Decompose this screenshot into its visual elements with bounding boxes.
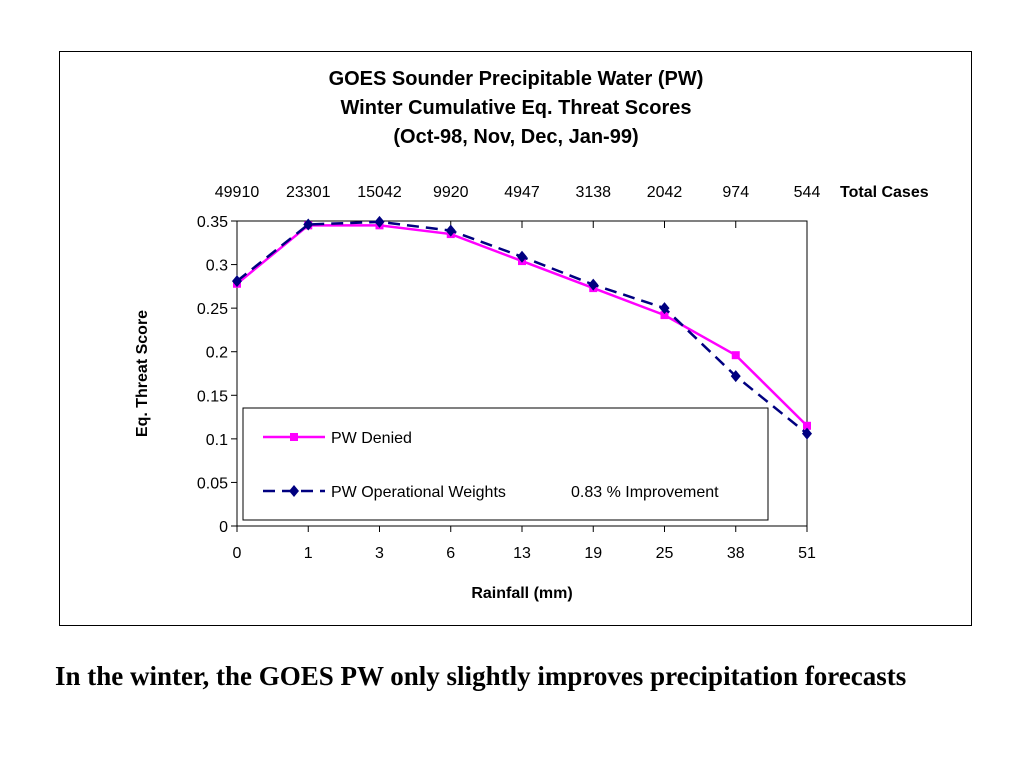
legend-marker xyxy=(289,485,299,497)
y-tick-label: 0.15 xyxy=(197,388,228,405)
top-axis-cases-label: 49910 xyxy=(215,184,260,201)
y-tick-label: 0 xyxy=(219,519,228,536)
top-axis-cases-label: 974 xyxy=(722,184,749,201)
legend-marker xyxy=(290,433,298,441)
chart-title-line: Winter Cumulative Eq. Threat Scores xyxy=(340,97,691,119)
x-tick-label: 0 xyxy=(233,545,242,562)
top-axis-cases-label: 544 xyxy=(794,184,821,201)
x-tick-label: 6 xyxy=(446,545,455,562)
pw-denied-point xyxy=(731,351,740,360)
y-axis-title: Eq. Threat Score xyxy=(134,310,151,437)
pw-operational-point xyxy=(730,370,741,383)
x-tick-label: 25 xyxy=(656,545,674,562)
x-tick-label: 3 xyxy=(375,545,384,562)
pw-operational-point xyxy=(374,215,385,228)
top-axis-cases-label: 3138 xyxy=(575,184,611,201)
legend-box xyxy=(242,407,769,521)
chart-title-line: (Oct-98, Nov, Dec, Jan-99) xyxy=(393,126,638,148)
pw-operational-point xyxy=(303,218,314,231)
top-axis-cases-label: 9920 xyxy=(433,184,469,201)
pw-operational-point xyxy=(659,302,670,315)
legend-label: PW Denied xyxy=(331,430,412,447)
y-tick-label: 0.05 xyxy=(197,475,228,492)
top-axis-cases-label: 23301 xyxy=(286,184,331,201)
pw-denied-point xyxy=(803,421,811,430)
legend-label: PW Operational Weights xyxy=(331,484,506,501)
x-tick-label: 13 xyxy=(513,545,531,562)
slide-caption: In the winter, the GOES PW only slightly… xyxy=(55,661,907,691)
chart-svg: GOES Sounder Precipitable Water (PW) Wint… xyxy=(134,68,929,602)
pw-denied-point xyxy=(660,311,669,320)
top-axis-cases-label: 15042 xyxy=(357,184,402,201)
x-tick-label: 1 xyxy=(304,545,313,562)
pw-operational-point xyxy=(802,427,812,440)
x-tick-label: 38 xyxy=(727,545,745,562)
legend-improvement-annotation: 0.83 % Improvement xyxy=(571,484,719,501)
y-tick-label: 0.1 xyxy=(206,432,228,449)
pw-operational-point xyxy=(232,275,242,288)
y-tick-label: 0.2 xyxy=(206,345,228,362)
x-tick-label: 19 xyxy=(584,545,602,562)
top-axis-title: Total Cases xyxy=(840,184,929,201)
chart-frame: GOES Sounder Precipitable Water (PW) Wint… xyxy=(59,51,972,626)
y-tick-label: 0.35 xyxy=(197,214,228,231)
pw-operational-point xyxy=(517,250,527,263)
y-tick-label: 0.3 xyxy=(206,258,228,275)
chart-title-line: GOES Sounder Precipitable Water (PW) xyxy=(329,68,704,90)
pw-operational-point xyxy=(588,278,599,291)
top-axis-cases-label: 4947 xyxy=(504,184,540,201)
top-axis-cases-label: 2042 xyxy=(647,184,683,201)
y-tick-label: 0.25 xyxy=(197,301,228,318)
x-tick-label: 51 xyxy=(798,545,816,562)
x-axis-title: Rainfall (mm) xyxy=(471,585,572,602)
pw-operational-point xyxy=(445,224,456,237)
